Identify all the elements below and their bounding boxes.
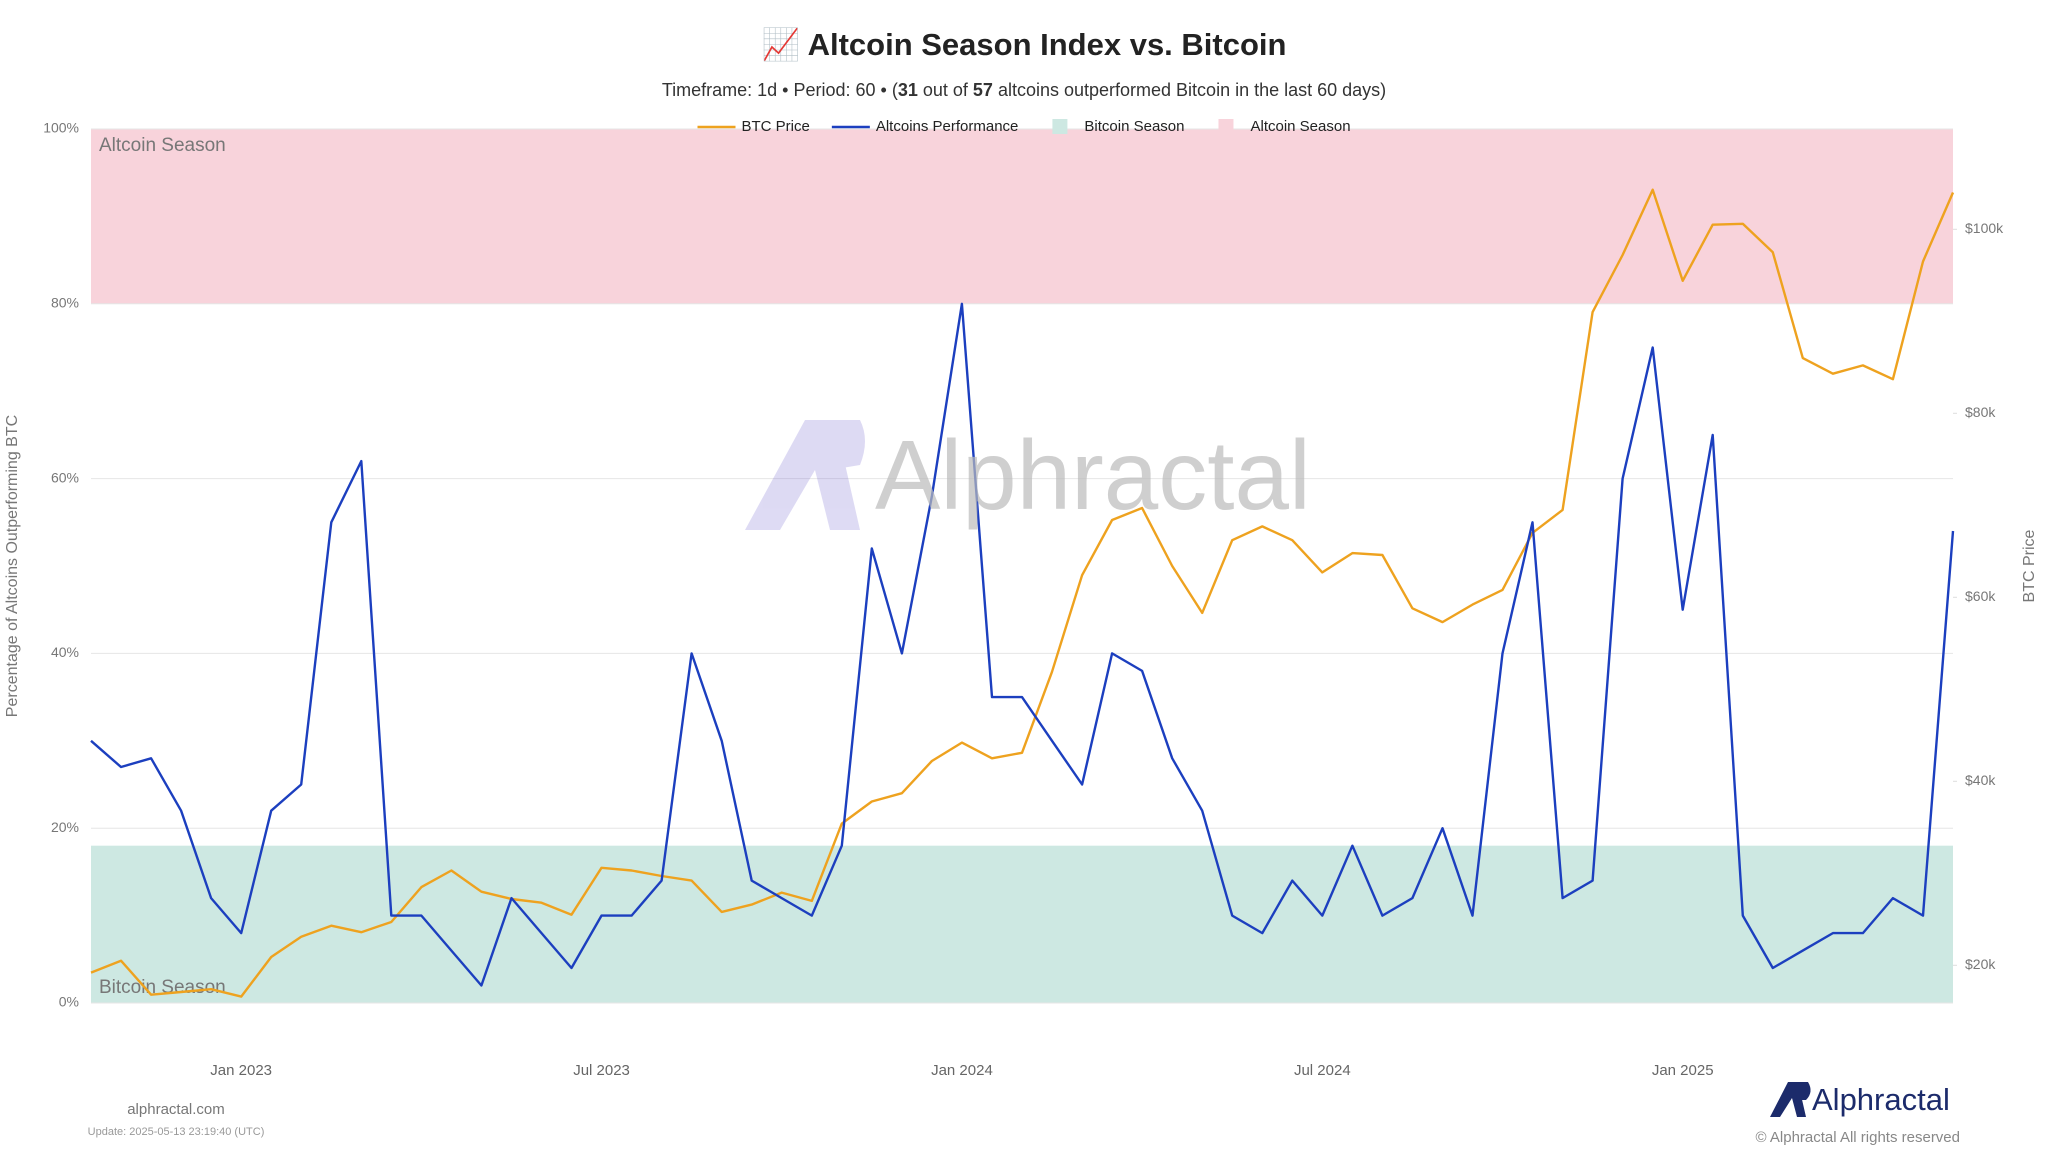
y2-axis-label: BTC Price	[2021, 529, 2038, 602]
y-tick-label: 0%	[59, 994, 79, 1010]
y-tick-label: 40%	[51, 644, 79, 660]
subtitle-part: out of	[918, 80, 973, 100]
y-tick-label: 100%	[43, 120, 79, 136]
y2-tick-label: $60k	[1965, 588, 1996, 604]
legend-label: Bitcoin Season	[1084, 118, 1184, 135]
legend-label: Altcoins Performance	[876, 118, 1019, 135]
band-label: Altcoin Season	[99, 135, 226, 156]
chart-subtitle: Timeframe: 1d • Period: 60 • (31 out of …	[662, 80, 1386, 100]
legend-swatch	[1218, 119, 1234, 134]
y2-tick-label: $40k	[1965, 772, 1996, 788]
footer-brand: Alphractal	[1812, 1082, 1950, 1117]
subtitle-part: 31	[898, 80, 918, 100]
series-line	[90, 188, 1955, 998]
brand-logo	[1770, 1082, 1811, 1117]
footer-copyright: © Alphractal All rights reserved	[1756, 1129, 1960, 1146]
x-tick-label: Jan 2023	[210, 1062, 272, 1079]
watermark-logo	[745, 420, 865, 530]
chart-title: 📈 Altcoin Season Index vs. Bitcoin	[762, 26, 1287, 62]
plot-area: Bitcoin Season Altcoin Season	[90, 128, 1955, 1004]
y2-tick-label: $80k	[1965, 404, 1996, 420]
season-band	[91, 129, 1953, 304]
y-tick-label: 80%	[51, 295, 79, 311]
x-tick-label: Jan 2024	[931, 1062, 993, 1079]
y-tick-label: 60%	[51, 469, 79, 485]
legend-label: Altcoin Season	[1250, 118, 1350, 135]
band-label: Bitcoin Season	[99, 977, 226, 998]
series-line	[90, 302, 1955, 987]
footer-site: alphractal.com	[127, 1101, 225, 1118]
footer-update: Update: 2025-05-13 23:19:40 (UTC)	[88, 1126, 265, 1138]
legend-swatch	[1052, 119, 1068, 134]
subtitle-part: altcoins outperformed Bitcoin in the las…	[993, 80, 1386, 100]
x-tick-label: Jul 2023	[573, 1062, 630, 1079]
season-band	[91, 845, 1953, 1003]
y-tick-label: 20%	[51, 819, 79, 835]
watermark: Alphractal	[875, 420, 1311, 530]
x-tick-label: Jul 2024	[1294, 1062, 1351, 1079]
x-tick-label: Jan 2025	[1652, 1062, 1714, 1079]
legend-label: BTC Price	[742, 118, 810, 135]
y2-tick-label: $20k	[1965, 956, 1996, 972]
legend: BTC Price Altcoins Performance Bitcoin Sea…	[697, 118, 1351, 135]
subtitle-part: 57	[973, 80, 993, 100]
y-axis-label: Percentage of Altcoins Outperforming BTC	[4, 415, 21, 717]
y2-tick-label: $100k	[1965, 220, 2004, 236]
subtitle-part: Timeframe: 1d • Period: 60 • (	[662, 80, 898, 100]
